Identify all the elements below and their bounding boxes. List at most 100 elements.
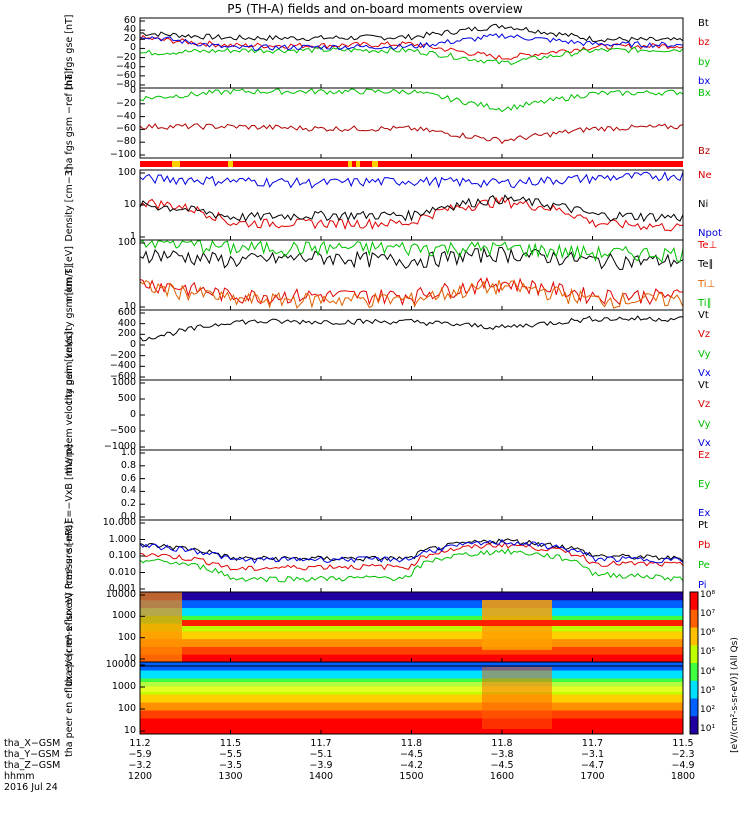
chart-title: P5 (TH-A) fields and on-board moments ov…	[227, 2, 523, 16]
spectrogram-band	[140, 702, 683, 711]
y-tick-label: −40	[115, 110, 136, 122]
legend-entry: Bt	[698, 18, 709, 29]
spectrogram-band	[140, 694, 683, 703]
x-tick-value: 1200	[127, 771, 153, 782]
y-tick-label: 0.8	[120, 459, 136, 471]
y-axis-label-part: eV	[64, 656, 75, 673]
legend-entry: Npot	[698, 228, 722, 239]
date-label: 2016 Jul 24	[4, 782, 58, 793]
y-tick-label: 1000	[111, 681, 136, 692]
series-line-Ni	[139, 194, 684, 223]
y-axis-label-part: [km/s]	[64, 264, 75, 296]
legend-entry: Ez	[698, 450, 710, 461]
series-line-Pb	[139, 541, 684, 571]
quality-flag-mark	[228, 161, 233, 167]
y-tick-label: 1.0	[120, 447, 136, 458]
colorbar-tick-label: 10⁵	[700, 647, 716, 658]
legend-entry: bz	[698, 37, 710, 49]
y-tick-label: 10	[123, 653, 136, 664]
quality-flag-mark	[172, 161, 180, 167]
y-tick-label: 0.4	[120, 485, 136, 497]
x-tick-value: −4.5	[490, 760, 514, 771]
y-axis-label-part: sr-eV)	[64, 524, 75, 553]
x-tick-value: −4.7	[580, 760, 605, 771]
colorbar-tick-label: 10²	[700, 704, 716, 715]
x-tick-value: −3.5	[218, 760, 243, 771]
y-tick-label: 60	[123, 15, 136, 26]
colorbar-segment	[690, 716, 698, 735]
y-tick-label: −60	[115, 69, 136, 81]
y-axis-label-part: sr-eV)	[64, 592, 75, 621]
colorbar-segment	[690, 627, 698, 646]
spectrogram-band	[140, 615, 683, 624]
legend-entry: Bx	[698, 88, 711, 99]
y-tick-label: 0	[129, 42, 136, 54]
series-line-bx	[139, 33, 684, 52]
y-tick-label: 10	[123, 725, 136, 736]
x-row-label: tha_X−GSM	[4, 738, 61, 749]
colorbar-segment	[690, 592, 698, 611]
series-line-Bx	[139, 88, 684, 113]
quality-flag-bar	[140, 161, 683, 167]
spectrogram-region	[140, 592, 182, 662]
y-tick-label: 0	[129, 409, 136, 420]
colorbar-tick-label: 10⁶	[700, 628, 716, 639]
spectrogram-region	[482, 667, 552, 729]
y-axis-label-part: [nT]	[64, 14, 75, 34]
y-tick-label: −80	[115, 136, 136, 148]
y-tick-label: 600	[117, 307, 136, 318]
colorbar-frame	[689, 591, 699, 735]
x-tick-value: −4.9	[671, 760, 695, 771]
spectrogram-ridge	[140, 682, 683, 692]
spectrogram-band	[140, 630, 683, 640]
y-tick-label: 10	[123, 199, 136, 210]
x-row-label: hhmm	[4, 771, 35, 782]
y-tick-label: 400	[117, 317, 136, 329]
series-line-Te⊥	[139, 276, 684, 306]
y-tick-label: 500	[117, 393, 136, 404]
y-tick-label: 0.2	[120, 498, 136, 510]
y-tick-label: 0.010	[108, 566, 136, 578]
legend-entry: Vy	[698, 418, 711, 430]
colorbar-segment	[690, 680, 698, 699]
x-row-label: tha_Z−GSM	[4, 760, 61, 771]
y-tick-label: −1000	[103, 441, 136, 452]
legend-entry: Ex	[698, 508, 711, 519]
legend-entry: Vz	[698, 399, 711, 411]
y-tick-label: 0.001	[108, 583, 136, 594]
series-line-Ti⊥	[139, 279, 684, 309]
y-tick-label: 10000	[105, 589, 136, 600]
x-tick-value: −3.1	[580, 749, 605, 760]
series-line-Ne	[139, 196, 684, 232]
series-line-by	[139, 46, 684, 66]
colorbar-segment	[690, 698, 698, 717]
series-line-Pi	[139, 538, 684, 564]
x-tick-value: 11.5	[219, 738, 242, 749]
x-tick-value: 11.7	[581, 738, 604, 749]
legend-entry: Ne	[698, 170, 712, 181]
x-tick-value: 11.8	[491, 738, 513, 749]
legend-entry: Vz	[698, 329, 711, 341]
colorbar-tick-label: 10³	[700, 685, 716, 696]
y-tick-label: 0.6	[120, 472, 136, 484]
x-tick-value: 1800	[670, 771, 696, 782]
y-tick-label: −20	[115, 51, 136, 63]
legend-entry: Vy	[698, 348, 711, 360]
y-tick-label: −40	[115, 60, 136, 72]
y-tick-label: 10	[123, 301, 136, 312]
series-line-Pe	[139, 548, 684, 583]
y-axis-label-part: gse	[64, 33, 75, 54]
spectrogram-band	[140, 670, 683, 679]
y-tick-label: −20	[115, 97, 136, 109]
y-tick-label: 20	[123, 33, 136, 45]
colorbar-tick-label: 10⁴	[700, 666, 716, 677]
colorbar-tick-label: 10⁸	[700, 590, 716, 600]
spectrogram-band	[140, 638, 683, 647]
y-axis-label-part: [nT]	[64, 70, 75, 91]
x-tick-value: 11.8	[400, 738, 423, 749]
y-axis-label-part: tha	[64, 738, 75, 757]
series-line-Te∥	[139, 246, 684, 271]
x-tick-value: 11.5	[672, 738, 694, 749]
y-axis-label-part: (cm²-s-	[64, 620, 75, 657]
legend-entry: Ti⊥	[698, 278, 716, 290]
